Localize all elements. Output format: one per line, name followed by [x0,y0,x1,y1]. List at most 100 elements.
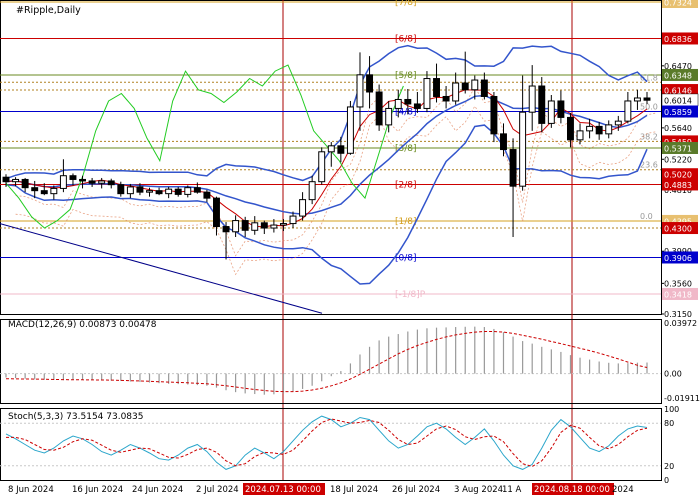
candle-body [184,187,192,195]
candle-body [586,125,594,132]
candle[interactable] [98,177,106,189]
price-tag-bg [662,32,698,45]
candle[interactable] [279,219,287,232]
candle[interactable] [69,173,77,186]
candle[interactable] [614,115,622,131]
candle[interactable] [586,118,594,139]
candle[interactable] [643,91,651,104]
candle[interactable] [88,177,96,187]
bollinger-upper [5,44,648,182]
candle[interactable] [433,63,440,103]
candle[interactable] [241,216,249,238]
candle[interactable] [547,94,555,128]
candle[interactable] [366,56,374,109]
candle[interactable] [500,123,507,157]
candle[interactable] [260,220,268,235]
candle[interactable] [270,219,278,233]
candle[interactable] [480,72,488,100]
candle[interactable] [12,177,20,187]
candle[interactable] [318,147,326,185]
candle[interactable] [232,215,240,238]
candle[interactable] [624,91,632,124]
candle[interactable] [2,174,10,187]
candle[interactable] [490,91,498,143]
time-axis: 8 Jun 2024 16 Jun 2024 24 Jun 2024 2 Jul 20… [8,483,634,495]
candle[interactable] [538,77,546,133]
candle[interactable] [461,51,469,94]
candle[interactable] [595,121,603,140]
candle[interactable] [413,91,421,113]
candle[interactable] [79,175,87,189]
candle[interactable] [299,192,307,221]
candle[interactable] [184,185,192,198]
candle[interactable] [107,178,115,189]
candle[interactable] [50,185,58,200]
candle-body [50,187,58,195]
candle[interactable] [423,71,431,113]
price-tag-bg [662,222,698,235]
candle[interactable] [308,175,316,205]
candle[interactable] [155,187,163,196]
x-tick-label: 8 Jun 2024 [8,485,54,495]
candle[interactable] [327,142,335,167]
candle[interactable] [509,138,517,238]
candle[interactable] [21,177,29,193]
candle[interactable] [404,89,412,115]
candle[interactable] [146,187,153,197]
candle-body [2,176,10,183]
candle[interactable] [519,75,527,191]
candle[interactable] [557,90,565,124]
candle[interactable] [136,183,144,196]
candle[interactable] [346,100,354,155]
candle[interactable] [471,75,479,100]
candle[interactable] [566,112,574,148]
candle-body [566,116,574,141]
price-tag-text: 0.5371 [664,144,692,153]
candle-body [279,223,287,226]
price-panel[interactable]: [7/8] [6/8] [5/8] [4/8] [3/8] [2/8] [1/8] [0/8]… [0,0,699,480]
candle[interactable] [165,186,173,199]
stoch-panel[interactable]: 100 80 20 0 [0,405,679,485]
candle[interactable] [59,159,67,193]
macd-panel[interactable]: 0.03972 0.00 -0.01911 [0,319,700,404]
candle[interactable] [193,182,201,194]
price-tag-text: 0.6836 [664,35,692,44]
candle[interactable] [203,189,211,202]
candle[interactable] [117,181,125,197]
candle[interactable] [356,52,364,131]
candle[interactable] [375,84,383,131]
candle-body [519,111,527,187]
candle[interactable] [394,89,402,118]
candle[interactable] [174,186,182,197]
candle-body [136,186,144,193]
stoch-tick-label: 80 [664,419,674,428]
candle[interactable] [385,100,393,133]
price-tag: 0.5020 [662,168,698,181]
candle[interactable] [251,216,259,235]
candle-body [318,151,326,183]
price-tag-text: 0.5859 [664,108,692,117]
candle[interactable] [40,183,48,196]
candle[interactable] [605,120,613,139]
candle[interactable] [528,65,536,131]
candle[interactable] [213,196,220,236]
candle[interactable] [452,72,460,105]
price-tag-text: 0.4300 [664,225,692,234]
x-tick-label: 24 Jun 2024 [132,485,183,495]
candle[interactable] [126,183,134,199]
x-highlight-bg [243,483,325,495]
candle[interactable] [31,180,39,199]
price-tag: 0.5371 [662,141,698,154]
x-tick-label: 18 Jul 2024 [330,485,378,495]
candle[interactable] [289,211,297,229]
candle[interactable] [337,136,345,163]
candle[interactable] [633,89,641,110]
candle-body [289,215,297,225]
candle[interactable] [442,86,450,109]
candle[interactable] [222,222,230,260]
y-tick-label: 0.6470 [664,62,692,71]
candle[interactable] [576,123,584,145]
price-tag: 0.4883 [662,178,698,191]
